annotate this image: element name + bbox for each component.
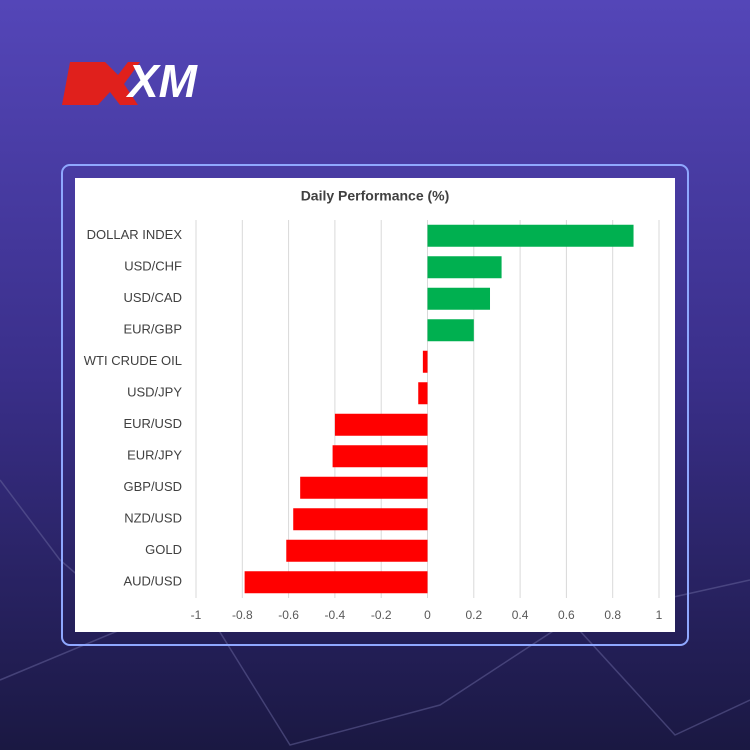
x-tick-label: -0.8 (232, 608, 253, 622)
y-tick-label: AUD/USD (123, 574, 182, 589)
x-tick-label: 0.8 (604, 608, 621, 622)
bar (427, 256, 502, 279)
chart-title: Daily Performance (%) (301, 188, 450, 204)
bar (244, 571, 428, 594)
bar (286, 539, 428, 562)
bar (427, 287, 491, 310)
bar (418, 382, 428, 405)
chart-frame (61, 164, 689, 646)
bar (422, 350, 428, 373)
x-tick-label: 0 (424, 608, 431, 622)
bar (334, 413, 428, 436)
y-tick-label: EUR/GBP (123, 322, 182, 337)
plot: -1 -0.8 -0.6 -0.4 -0.2 0 0.2 0.4 0.6 0.8 1 DOLLAR I… (84, 220, 663, 622)
y-tick-label: USD/JPY (127, 385, 182, 400)
x-tick-label: 0.4 (512, 608, 529, 622)
x-tick-label: -1 (191, 608, 202, 622)
y-tick-label: GOLD (145, 542, 182, 557)
y-tick-label: DOLLAR INDEX (87, 227, 183, 242)
y-tick-label: WTI CRUDE OIL (84, 353, 182, 368)
y-tick-label: EUR/JPY (127, 448, 182, 463)
bar (332, 445, 428, 468)
y-tick-label: GBP/USD (123, 479, 182, 494)
bar (427, 319, 474, 342)
x-tick-label: 1 (656, 608, 663, 622)
logo-text: XM (125, 55, 199, 107)
x-tick-label: -0.6 (278, 608, 299, 622)
x-tick-label: 0.2 (465, 608, 482, 622)
y-tick-label: EUR/USD (123, 416, 182, 431)
x-tick-label: 0.6 (558, 608, 575, 622)
y-tick-label: NZD/USD (124, 511, 182, 526)
logo-mark (62, 62, 140, 105)
bar (300, 476, 428, 499)
x-tick-label: -0.2 (371, 608, 392, 622)
bar (427, 224, 634, 247)
x-tick-label: -0.4 (325, 608, 346, 622)
y-tick-label: USD/CHF (124, 259, 182, 274)
bar (293, 508, 428, 531)
y-tick-label: USD/CAD (123, 290, 182, 305)
